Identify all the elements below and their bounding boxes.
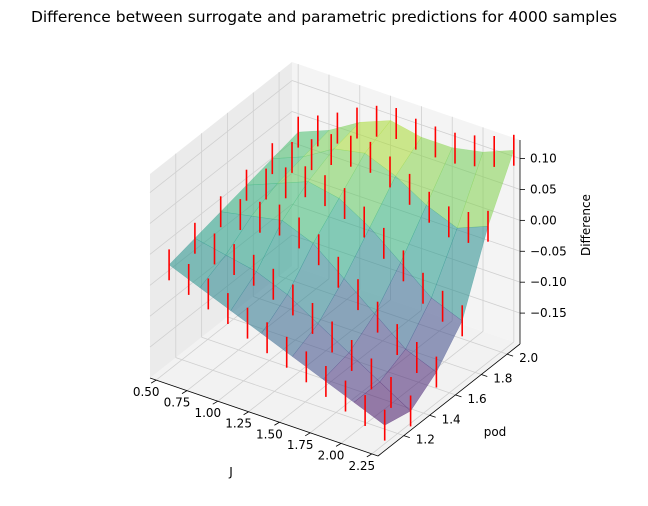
x-tick-mark — [274, 421, 280, 426]
x-axis-label: J — [228, 465, 233, 479]
tick-labels: 0.50 0.751.00 1.25 1.50 1.75 2.002.25 1.2 1.4 1.… — [133, 152, 567, 473]
x-tick-label: 2.25 — [348, 459, 375, 473]
y-tick-mark — [403, 435, 410, 439]
z-axis-label: Difference — [579, 194, 593, 256]
x-tick-label: 2.00 — [318, 448, 345, 462]
x-axis-line — [149, 377, 379, 457]
x-tick-mark — [366, 453, 373, 458]
y-tick-mark — [481, 374, 488, 377]
x-tick-mark — [243, 411, 249, 416]
z-tick-label: 0.10 — [530, 152, 557, 166]
x-tick-mark — [212, 400, 218, 405]
y-tick-mark — [429, 414, 436, 418]
z-tick-label: −0.05 — [530, 244, 567, 258]
z-tick-label: −0.15 — [530, 306, 567, 320]
x-tick-label: 0.50 — [133, 385, 160, 399]
x-tick-label: 1.25 — [225, 417, 252, 431]
x-tick-mark — [181, 390, 188, 394]
y-axis-label: pod — [484, 425, 507, 439]
y-tick-label: 1.8 — [493, 372, 512, 386]
x-tick-mark — [305, 432, 311, 437]
y-tick-mark — [455, 394, 462, 398]
error-bars — [168, 105, 515, 441]
x-tick-label: 1.75 — [287, 438, 314, 452]
y-axis-line — [377, 343, 521, 457]
x-tick-label: 1.50 — [256, 427, 283, 441]
y-tick-label: 1.6 — [468, 392, 487, 406]
axis-lines — [149, 140, 521, 457]
x-tick-mark — [335, 443, 342, 447]
y-tick-mark — [506, 353, 514, 357]
z-tick-label: −0.10 — [530, 275, 567, 289]
z-tick-label: 0.05 — [530, 183, 557, 197]
grid-x-floor — [371, 341, 515, 455]
y-tick-label: 1.2 — [416, 433, 435, 447]
z-tick-label: 0.00 — [530, 213, 557, 227]
grid-z-left — [149, 111, 293, 224]
x-tick-label: 0.75 — [164, 396, 191, 410]
x-tick-label: 1.00 — [194, 406, 221, 420]
grid-z-left — [149, 80, 293, 193]
grid-z-back — [291, 80, 521, 159]
x-tick-mark — [150, 379, 157, 384]
y-tick-label: 2.0 — [519, 351, 538, 365]
chart-title: Difference between surrogate and paramet… — [30, 8, 618, 26]
y-tick-label: 1.4 — [442, 412, 461, 426]
